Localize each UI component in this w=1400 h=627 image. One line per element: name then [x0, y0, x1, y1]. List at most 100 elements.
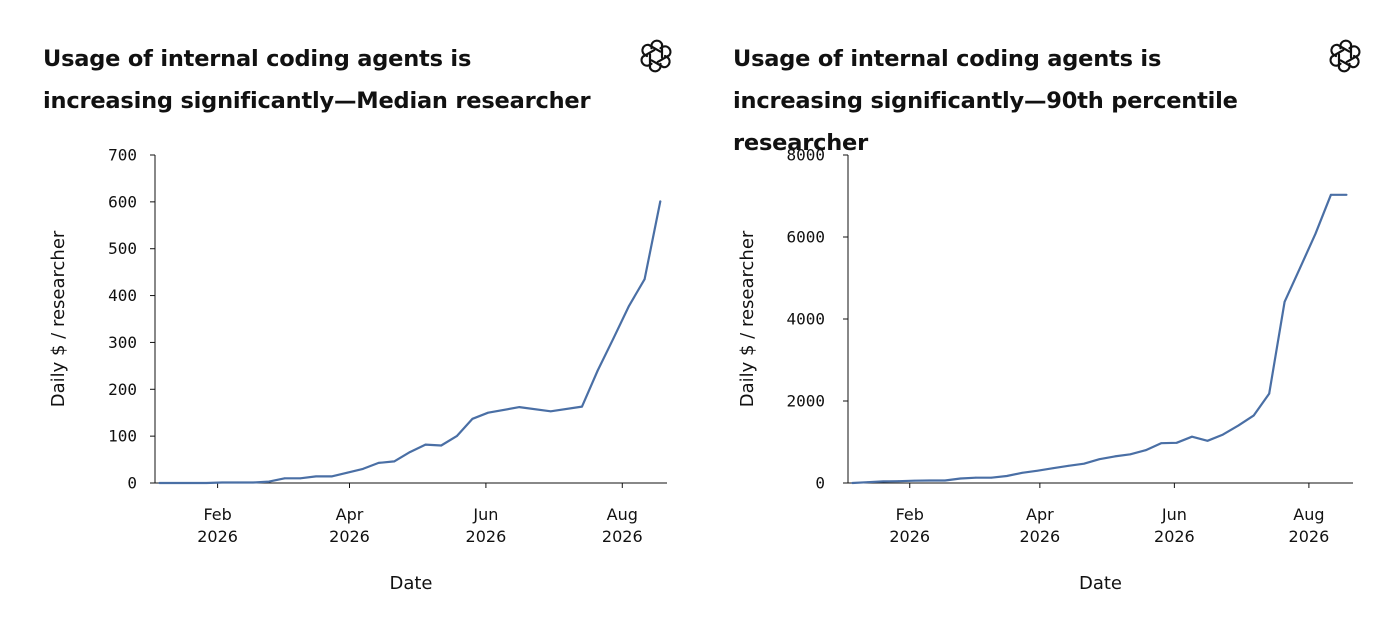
data-point [913, 479, 916, 482]
data-point [1268, 392, 1271, 395]
data-point [944, 479, 946, 482]
x-tick-label: Jun 2026 [1154, 505, 1195, 546]
data-point [643, 278, 646, 281]
x-axis-title: Date [1079, 573, 1122, 594]
y-tick-label: 100 [108, 427, 137, 446]
y-axis-title: Daily $ / researcher [48, 230, 69, 407]
y-axis-title: Daily $ / researcher [737, 230, 758, 407]
data-point [1129, 453, 1132, 456]
data-point [659, 200, 662, 203]
data-point [1144, 449, 1147, 452]
data-point [1299, 266, 1301, 269]
y-tick-label: 2000 [786, 392, 825, 411]
data-point [174, 482, 177, 484]
data-point [377, 461, 380, 464]
data-point [596, 369, 599, 372]
data-point [189, 482, 192, 484]
y-tick-label: 400 [108, 286, 137, 305]
data-point [975, 476, 977, 479]
x-tick-label: Aug 2026 [602, 505, 643, 546]
data-point [268, 480, 270, 483]
x-tick-label: Feb 2026 [889, 505, 930, 546]
data-point [1098, 458, 1101, 461]
data-point [1330, 193, 1332, 196]
data-point [518, 406, 521, 408]
data-point [1067, 464, 1070, 467]
data-point [1175, 441, 1178, 444]
y-tick-label: 500 [108, 239, 137, 258]
data-point [851, 482, 854, 484]
data-point [408, 451, 411, 453]
chart-title: Usage of internal coding agents is incre… [43, 46, 591, 114]
series-line [851, 193, 1348, 485]
x-tick-label: Feb 2026 [197, 505, 238, 546]
y-tick-label: 0 [127, 474, 137, 493]
data-point [346, 471, 349, 474]
line-chart-90th-percentile: 0 2000 4000 6000 8000 Feb 2026 Apr 2026 Jun 2026 Au… [737, 146, 1353, 594]
data-point [471, 417, 474, 420]
data-point [1314, 232, 1317, 235]
data-point [221, 481, 223, 484]
data-point [628, 304, 630, 307]
y-tick-label: 0 [815, 474, 825, 493]
data-point [393, 460, 396, 463]
y-tick-label: 8000 [786, 146, 825, 165]
y-tick-label: 200 [108, 380, 137, 399]
data-point [440, 444, 443, 447]
chart-title: Usage of internal coding agents is incre… [733, 46, 1238, 156]
data-point [897, 480, 900, 483]
line-chart-median: 0 100 200 300 400 500 600 700 Feb 2026 Apr 2026 Jun 2… [48, 146, 667, 594]
data-point [205, 482, 208, 484]
data-point [362, 468, 364, 470]
y-tick-label: 6000 [786, 228, 825, 247]
data-point [928, 479, 931, 482]
data-point [1021, 471, 1024, 474]
data-point [315, 475, 317, 478]
data-point [1252, 414, 1255, 417]
data-point [1160, 442, 1163, 445]
y-tick-label: 700 [108, 146, 137, 165]
data-point [581, 405, 583, 408]
data-point [1005, 475, 1008, 477]
data-point [158, 482, 161, 484]
data-point [1083, 462, 1085, 465]
x-axis-title: Date [389, 573, 432, 594]
y-tick-label: 4000 [786, 310, 825, 329]
data-point [330, 475, 333, 478]
x-tick-label: Aug 2026 [1289, 505, 1330, 546]
openai-knot-shape [1329, 39, 1361, 73]
data-point [1052, 467, 1054, 470]
openai-knot-icon [1328, 39, 1362, 73]
data-point [612, 337, 615, 340]
data-point [299, 477, 302, 480]
openai-knot-shape [640, 39, 672, 73]
data-point [455, 435, 458, 438]
x-tick-label: Jun 2026 [466, 505, 507, 546]
openai-knot-icon [639, 39, 673, 73]
data-point [487, 411, 490, 414]
data-point [990, 476, 993, 479]
x-tick-label: Apr 2026 [329, 505, 370, 546]
y-tick-label: 600 [108, 192, 137, 211]
y-tick-label: 300 [108, 333, 137, 352]
data-point [283, 477, 286, 480]
data-point [1191, 435, 1193, 438]
chart-panel-median: Usage of internal coding agents is incre… [0, 0, 690, 627]
data-point [959, 477, 962, 480]
series-line [158, 200, 662, 485]
data-point [252, 481, 255, 484]
data-point [424, 443, 427, 446]
x-tick-label: Apr 2026 [1019, 505, 1060, 546]
data-point [236, 481, 239, 484]
data-point [549, 410, 552, 413]
data-point [1036, 469, 1039, 472]
data-point [1237, 424, 1240, 427]
data-point [1221, 433, 1224, 436]
data-point [866, 481, 869, 484]
data-point [882, 480, 885, 483]
data-point [1283, 300, 1286, 303]
chart-panel-90th-percentile: Usage of internal coding agents is incre… [690, 0, 1380, 627]
data-point [1206, 439, 1209, 442]
data-point [1345, 193, 1348, 196]
data-point [1113, 455, 1116, 458]
